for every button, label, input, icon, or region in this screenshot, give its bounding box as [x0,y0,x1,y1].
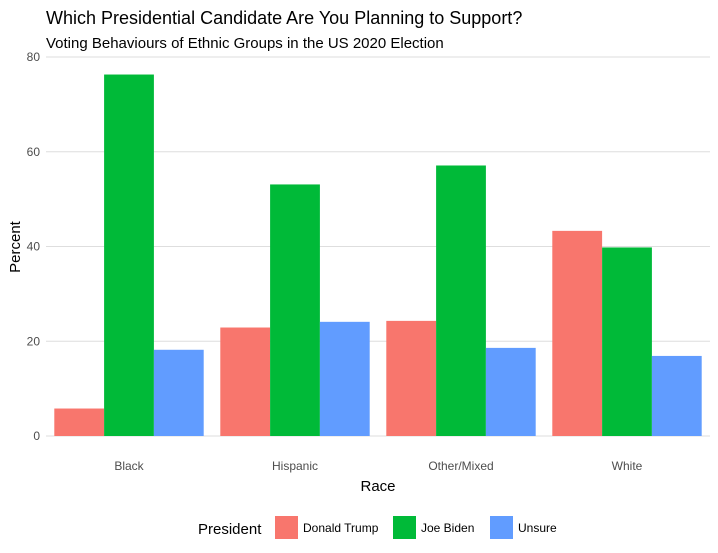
legend: President Donald Trump Joe Biden Unsure [198,516,557,539]
x-tick-label: Hispanic [272,459,318,473]
bars [54,74,702,436]
x-tick-label: Black [114,459,144,473]
y-tick-label: 0 [33,429,40,443]
bar [319,321,370,436]
y-axis-ticks: 0 20 40 60 80 [27,50,41,443]
y-tick-label: 20 [27,334,41,348]
bar [54,408,105,436]
chart-title: Which Presidential Candidate Are You Pla… [46,8,522,28]
bar [270,184,320,436]
bar [386,320,437,436]
bar [651,355,702,436]
y-tick-label: 60 [27,145,41,159]
y-tick-label: 80 [27,50,41,64]
bar [436,165,486,436]
chart-subtitle: Voting Behaviours of Ethnic Groups in th… [46,35,444,52]
bar [153,349,204,436]
y-tick-label: 40 [27,240,41,254]
y-axis-title: Percent [7,220,24,273]
bar [485,347,536,436]
bar [220,327,271,436]
legend-swatch [490,516,513,539]
legend-label: Unsure [518,521,557,535]
bar [602,247,652,436]
bar [552,230,603,436]
legend-label: Joe Biden [421,521,474,535]
x-tick-label: Other/Mixed [428,459,493,473]
x-axis-ticks: Black Hispanic Other/Mixed White [114,459,642,473]
bar [104,74,154,436]
x-tick-label: White [612,459,643,473]
legend-swatch [393,516,416,539]
legend-title: President [198,521,262,538]
legend-swatch [275,516,298,539]
x-axis-title: Race [360,478,395,495]
legend-label: Donald Trump [303,521,379,535]
